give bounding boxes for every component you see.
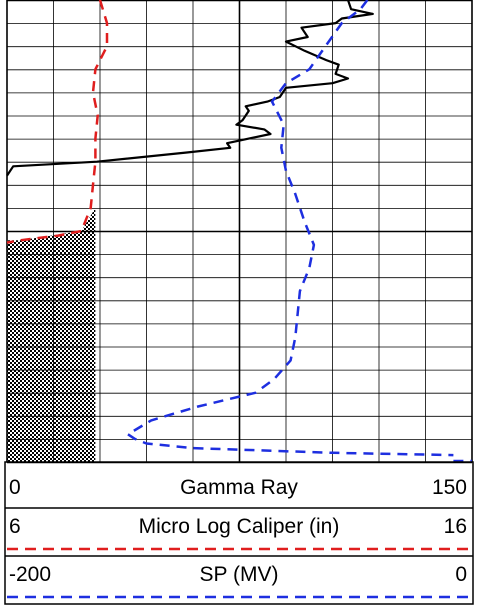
caliper-label: Micro Log Caliper (in) [139,515,340,538]
gamma-ray-min-label: 0 [9,476,21,499]
grid-lines [6,0,473,464]
caliper-min-label: 6 [9,515,21,538]
sp-curve [126,0,454,457]
sp-label: SP (MV) [200,563,279,586]
gamma-ray-max-label: 150 [432,476,467,499]
sp-min-label: -200 [9,563,51,586]
caliper-curve [6,0,109,244]
log-header: 0 Gamma Ray 150 6 Micro Log Caliper (in)… [4,461,474,605]
caliper-max-label: 16 [444,515,467,538]
gamma-ray-label: Gamma Ray [180,476,298,499]
gamma-ray-curve [6,0,374,177]
curves [6,0,472,463]
sp-max-label: 0 [455,563,467,586]
header-border [4,461,474,605]
caliper-fill-area [7,207,96,462]
